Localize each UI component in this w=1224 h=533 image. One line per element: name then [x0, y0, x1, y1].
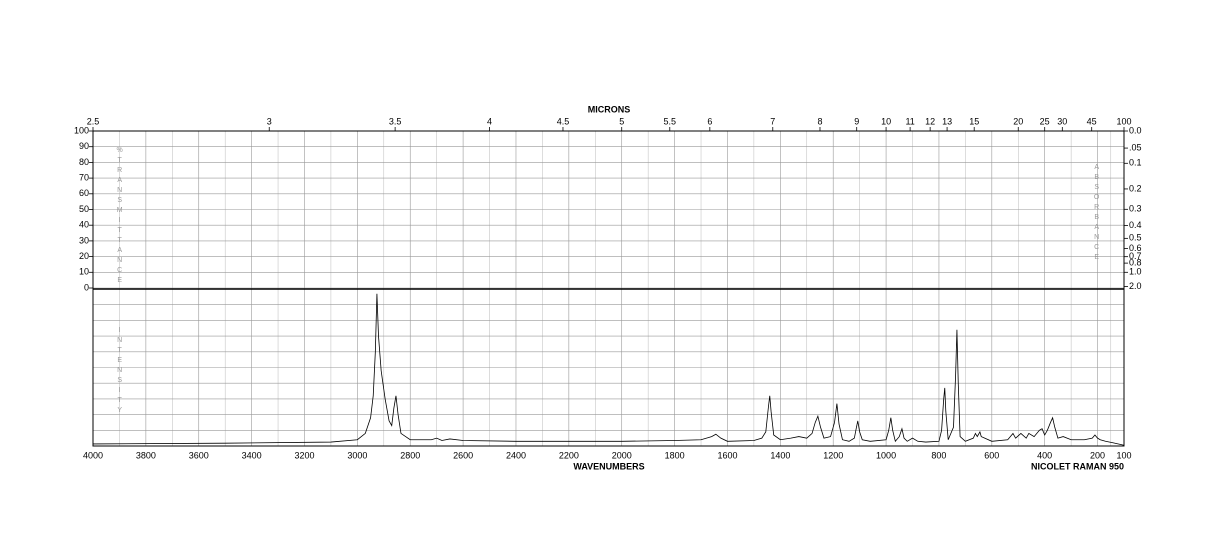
x-tick-label: 3000 [347, 450, 367, 460]
y-tick-label: 20 [79, 251, 89, 261]
y-tick-label: 40 [79, 220, 89, 230]
x-tick-label: 800 [931, 450, 946, 460]
x2-tick-label: 11 [905, 116, 914, 126]
y2-tick-label: 0.4 [1129, 220, 1142, 230]
x-tick-label: 2800 [400, 450, 420, 460]
y2-tick-label: 0.5 [1129, 233, 1142, 243]
x2-tick-label: 100 [1116, 116, 1131, 126]
x-tick-label: 1600 [717, 450, 737, 460]
x-tick-label: 3600 [189, 450, 209, 460]
x2-tick-label: 12 [925, 116, 935, 126]
y2-tick-label: 0.1 [1129, 158, 1142, 168]
intensity-axis-title: INTENSITY [116, 327, 123, 417]
x-tick-label: 1800 [665, 450, 685, 460]
x2-tick-label: 45 [1087, 116, 1097, 126]
y-tick-label: 0 [84, 282, 89, 292]
x2-axis-title: MICRONS [588, 104, 631, 114]
y-axis-title: %TRANSMITTANCE [116, 147, 123, 287]
y-tick-label: 30 [79, 235, 89, 245]
y-tick-label: 100 [74, 125, 89, 135]
x-tick-label: 2000 [612, 450, 632, 460]
x2-tick-label: 15 [969, 116, 979, 126]
x2-tick-label: 13 [942, 116, 952, 126]
x2-tick-label: 8 [817, 116, 822, 126]
y-tick-label: 80 [79, 157, 89, 167]
x2-tick-label: 7 [770, 116, 775, 126]
x2-tick-label: 20 [1013, 116, 1023, 126]
x-tick-label: 2400 [506, 450, 526, 460]
y2-tick-label: 0.3 [1129, 204, 1142, 214]
x-tick-label: 100 [1116, 450, 1131, 460]
x-tick-label: 200 [1090, 450, 1105, 460]
x-tick-label: 600 [984, 450, 999, 460]
x2-tick-label: 30 [1057, 116, 1067, 126]
x2-tick-label: 25 [1040, 116, 1050, 126]
x2-tick-label: 3.5 [389, 116, 402, 126]
x2-tick-label: 5 [619, 116, 624, 126]
y2-tick-label: 1.0 [1129, 267, 1142, 277]
x2-tick-label: 3 [267, 116, 272, 126]
x-tick-label: 1000 [876, 450, 896, 460]
y-tick-label: 90 [79, 141, 89, 151]
y2-tick-label: 0.2 [1129, 183, 1142, 193]
x2-tick-label: 5.5 [664, 116, 677, 126]
y2-tick-label: 2.0 [1129, 281, 1142, 291]
y-tick-label: 50 [79, 204, 89, 214]
x2-tick-label: 4.5 [557, 116, 570, 126]
x-tick-label: 400 [1037, 450, 1052, 460]
y-tick-label: 10 [79, 267, 89, 277]
x-tick-label: 2600 [453, 450, 473, 460]
y2-tick-label: 0.8 [1129, 257, 1142, 267]
x2-tick-label: 9 [854, 116, 859, 126]
x-tick-label: 3800 [136, 450, 156, 460]
x-tick-label: 1400 [770, 450, 790, 460]
x2-tick-label: 2.5 [87, 116, 100, 126]
y2-tick-label: .05 [1129, 142, 1142, 152]
x-tick-label: 3200 [294, 450, 314, 460]
x2-tick-label: 10 [881, 116, 891, 126]
x-tick-label: 3400 [242, 450, 262, 460]
y2-axis-title: ABSORBANCE [1093, 164, 1100, 264]
x-axis-title: WAVENUMBERS [573, 461, 644, 471]
y2-tick-label: 0.6 [1129, 243, 1142, 253]
x-tick-label: 2200 [559, 450, 579, 460]
y2-tick-label: 0.0 [1129, 125, 1142, 135]
x2-tick-label: 6 [707, 116, 712, 126]
y-tick-label: 60 [79, 188, 89, 198]
y2-tick-label: 0.7 [1129, 251, 1142, 261]
spectrum-line [92, 293, 1125, 446]
x2-tick-label: 4 [487, 116, 492, 126]
x-tick-label: 4000 [83, 450, 103, 460]
instrument-label: NICOLET RAMAN 950 [1031, 461, 1124, 471]
x-tick-label: 1200 [823, 450, 843, 460]
y-tick-label: 70 [79, 172, 89, 182]
